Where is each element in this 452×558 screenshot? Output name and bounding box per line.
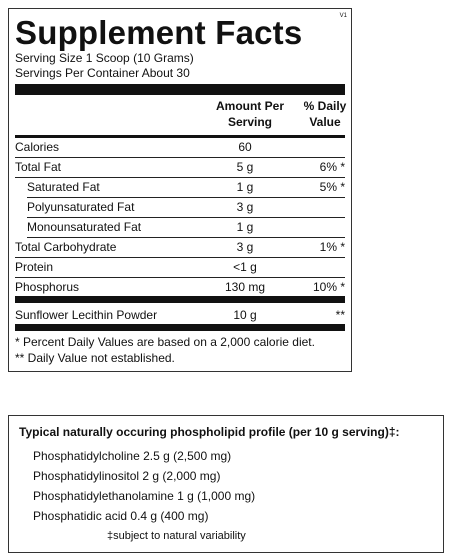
nutrient-name: Protein <box>15 260 54 274</box>
daily-value: 6% * <box>319 160 345 174</box>
nutrient-name: Calories <box>15 140 60 154</box>
amount-header: Amount Per Serving <box>215 99 284 129</box>
profile-item: Phosphatidylethanolamine 1 g (1,000 mg) <box>33 489 256 503</box>
title: Supplement Facts <box>15 14 303 51</box>
nutrient-name: Total Fat <box>15 160 62 174</box>
nutrient-row: Phosphorus 130 mg 10% * <box>15 278 345 297</box>
profile-note: ‡subject to natural variability <box>107 530 246 542</box>
profile-item: Phosphatidylcholine 2.5 g (2,500 mg) <box>33 449 232 463</box>
footnote: * Percent Daily Values are based on a 2,… <box>15 335 315 349</box>
nutrient-name: Polyunsaturated Fat <box>27 200 135 214</box>
daily-value: 10% * <box>312 280 345 294</box>
footnotes: * Percent Daily Values are based on a 2,… <box>15 334 345 366</box>
amount: 5 g <box>236 160 254 174</box>
nutrient-row: Monounsaturated Fat 1 g <box>27 218 345 238</box>
thick-rule <box>15 84 345 95</box>
profile-title: Typical naturally occuring phospholipid … <box>19 425 400 439</box>
amount: 3 g <box>236 200 254 214</box>
profile-panel: Typical naturally occuring phospholipid … <box>8 415 444 553</box>
facts-panel: V1 Supplement Facts Serving Size 1 Scoop… <box>8 8 352 372</box>
nutrient-name: Monounsaturated Fat <box>27 220 142 234</box>
amount: 60 <box>238 140 252 154</box>
nutrient-row: Saturated Fat 1 g 5% * <box>27 178 345 198</box>
nutrient-name: Total Carbohydrate <box>15 240 117 254</box>
amount: 3 g <box>236 240 254 254</box>
daily-value: 1% * <box>319 240 345 254</box>
nutrient-row: Total Fat 5 g 6% * <box>15 158 345 178</box>
amount: <1 g <box>233 260 257 274</box>
column-header: Amount Per Serving % Daily Value <box>15 95 346 135</box>
amount: 1 g <box>236 220 254 234</box>
profile-item: Phosphatidylinositol 2 g (2,000 mg) <box>33 469 221 483</box>
nutrient-row: Sunflower Lecithin Powder 10 g ** <box>15 303 345 325</box>
nutrient-row: Total Carbohydrate 3 g 1% * <box>15 238 345 258</box>
nutrient-name: Sunflower Lecithin Powder <box>15 308 158 322</box>
profile-item: Phosphatidic acid 0.4 g (400 mg) <box>33 509 209 523</box>
nutrient-name: Phosphorus <box>15 280 80 294</box>
nutrient-rows: Calories 60 Total Fat 5 g 6% * Saturated Fat 1… <box>15 138 345 297</box>
amount: 130 mg <box>224 280 266 294</box>
nutrient-row: Polyunsaturated Fat 3 g <box>27 198 345 218</box>
serving-size: Serving Size 1 Scoop (10 Grams) <box>15 51 194 65</box>
nutrient-row: Calories 60 <box>15 138 345 158</box>
daily-value-header: % Daily Value <box>303 99 347 129</box>
thick-rule <box>15 296 345 303</box>
nutrient-name: Saturated Fat <box>27 180 100 194</box>
footnote: ** Daily Value not established. <box>15 351 175 365</box>
thick-rule <box>15 324 345 331</box>
version: V1 <box>339 13 347 19</box>
nutrient-row: Protein <1 g <box>15 258 345 278</box>
rule <box>15 135 345 138</box>
amount: 10 g <box>233 308 257 322</box>
daily-value: ** <box>335 308 345 322</box>
servings-per-container: Servings Per Container About 30 <box>15 66 190 80</box>
amount: 1 g <box>236 180 254 194</box>
daily-value: 5% * <box>319 180 345 194</box>
other-rows: Sunflower Lecithin Powder 10 g ** <box>15 303 345 325</box>
